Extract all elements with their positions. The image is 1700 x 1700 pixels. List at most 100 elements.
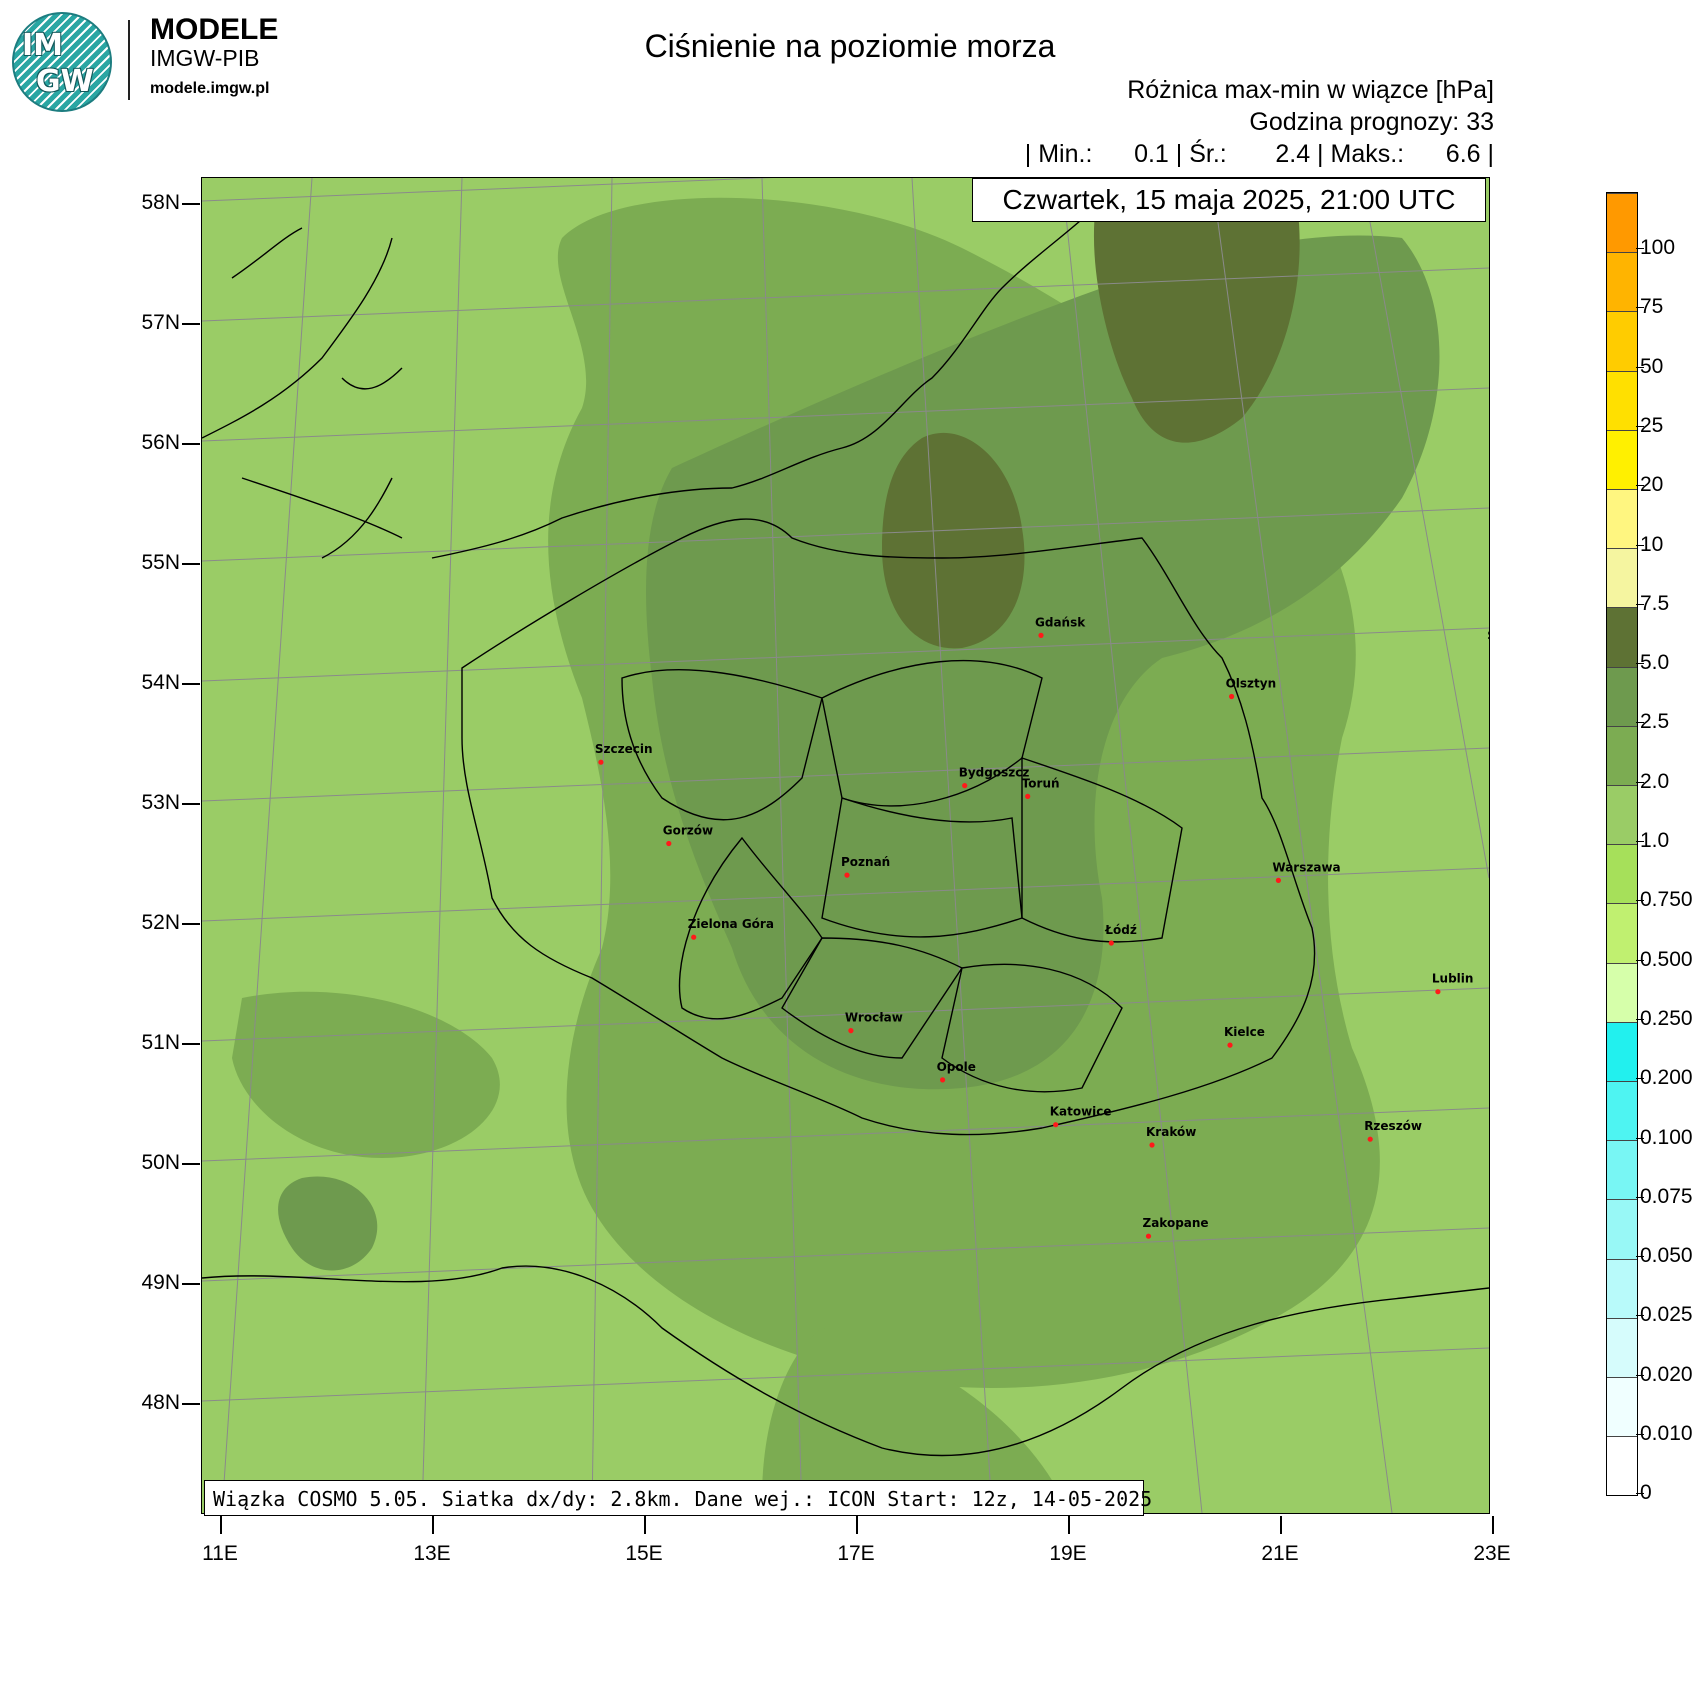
lon-tick <box>644 1516 646 1534</box>
legend-tick <box>1636 1196 1644 1198</box>
lat-tick <box>182 443 200 445</box>
legend-swatch <box>1607 785 1637 845</box>
field-layer-5 <box>882 178 1300 649</box>
logo-divider <box>128 20 130 100</box>
lat-tick <box>182 683 200 685</box>
legend-swatch <box>1607 1140 1637 1200</box>
city-label: Gdańsk <box>1035 615 1086 629</box>
city-label: Warszawa <box>1272 860 1340 874</box>
lon-tick <box>220 1516 222 1534</box>
city-label: Suwałki <box>1487 628 1490 642</box>
legend-label-0.020: 0.020 <box>1640 1362 1693 1386</box>
legend-label-0.025: 0.025 <box>1640 1303 1693 1327</box>
city-label: Opole <box>937 1060 976 1074</box>
legend-swatch <box>1607 844 1637 904</box>
site-link[interactable]: modele.imgw.pl <box>150 80 270 97</box>
logo-text-top: IM <box>22 28 64 63</box>
city-label: Toruń <box>1022 776 1060 790</box>
lon-label-19E: 19E <box>1049 1542 1087 1565</box>
legend-swatch <box>1607 548 1637 608</box>
city-label: Gorzów <box>663 824 713 838</box>
city-marker <box>1435 989 1441 995</box>
lat-label-53N: 53N <box>141 791 180 814</box>
city-label: Poznań <box>841 855 890 869</box>
city-label: Wrocław <box>845 1011 903 1025</box>
legend-label-5.0: 5.0 <box>1640 651 1670 675</box>
legend-tick <box>1636 1137 1644 1139</box>
legend-tick <box>1636 1374 1644 1376</box>
city-label: Lublin <box>1432 972 1474 986</box>
city-marker <box>1145 1233 1152 1239</box>
forecast-hour: Godzina prognozy: 33 <box>1249 108 1494 136</box>
legend-tick <box>1636 1434 1644 1435</box>
legend-label-0: 0 <box>1640 1481 1652 1505</box>
city-marker <box>1038 632 1044 638</box>
lat-label-50N: 50N <box>141 1151 180 1174</box>
lat-tick <box>182 323 200 325</box>
city-marker <box>844 872 850 878</box>
city-markers: GdańskOlsztynSuwałkiBiałystokSzczecinByd… <box>595 615 1490 1239</box>
city-marker <box>1053 1122 1059 1128</box>
brand-name: MODELE <box>150 13 279 46</box>
city-label: Zielona Góra <box>688 917 774 931</box>
legend-tick <box>1636 1256 1644 1258</box>
legend-label-25: 25 <box>1640 413 1664 437</box>
city-marker <box>1227 1042 1233 1048</box>
lat-label-56N: 56N <box>141 431 180 454</box>
city-marker <box>598 759 604 765</box>
legend-tick <box>1636 900 1644 902</box>
legend-swatch <box>1607 903 1637 963</box>
legend-label-0.500: 0.500 <box>1640 947 1693 971</box>
map-title: Ciśnienie na poziomie morza <box>644 28 1056 64</box>
valid-time-box: Czwartek, 15 maja 2025, 21:00 UTC <box>972 178 1486 222</box>
lon-label-23E: 23E <box>1473 1542 1511 1565</box>
legend-swatch <box>1607 607 1637 667</box>
legend-swatch <box>1607 962 1637 1022</box>
legend-swatch <box>1607 1317 1637 1377</box>
lon-tick <box>1068 1516 1070 1534</box>
legend-label-0.075: 0.075 <box>1640 1184 1693 1208</box>
legend-label-50: 50 <box>1640 354 1664 378</box>
legend-label-100: 100 <box>1640 236 1676 259</box>
legend-swatch <box>1607 252 1637 312</box>
lat-tick <box>182 203 200 205</box>
lon-tick <box>856 1516 858 1534</box>
legend-tick <box>1636 603 1644 605</box>
city-label: Zakopane <box>1143 1216 1209 1230</box>
legend-tick <box>1636 307 1644 309</box>
city-label: Szczecin <box>595 742 653 756</box>
legend-tick <box>1636 1078 1644 1080</box>
legend-swatch <box>1607 489 1637 549</box>
lat-tick <box>182 1043 200 1045</box>
lat-label-48N: 48N <box>141 1391 180 1414</box>
lon-label-17E: 17E <box>837 1542 875 1565</box>
city-marker <box>1025 793 1031 800</box>
model-info-box: Wiązka COSMO 5.05. Siatka dx/dy: 2.8km. … <box>204 1480 1152 1516</box>
legend-tick <box>1636 485 1644 487</box>
legend-tick <box>1636 366 1644 368</box>
legend-label-7.5: 7.5 <box>1640 591 1670 615</box>
legend-tick <box>1636 1493 1644 1495</box>
legend-label-75: 75 <box>1640 295 1664 319</box>
legend-swatch <box>1607 1436 1637 1496</box>
lon-tick <box>1492 1516 1494 1534</box>
legend-swatch <box>1607 1021 1637 1081</box>
city-label: Bydgoszcz <box>959 766 1030 780</box>
city-label: Katowice <box>1050 1105 1112 1119</box>
lat-label-52N: 52N <box>141 911 180 934</box>
map-subtitle: Różnica max-min w wiązce [hPa] <box>1127 76 1494 104</box>
legend-label-1.0: 1.0 <box>1640 829 1670 852</box>
legend-swatch <box>1607 1377 1637 1437</box>
lat-label-55N: 55N <box>141 551 180 574</box>
city-marker <box>962 783 968 789</box>
pressure-spread-map: GdańskOlsztynSuwałkiBiałystokSzczecinByd… <box>201 177 1490 1514</box>
legend-tick <box>1636 1315 1644 1317</box>
legend-label-2.0: 2.0 <box>1640 769 1670 793</box>
city-marker <box>1275 877 1281 884</box>
legend-label-20: 20 <box>1640 473 1664 497</box>
logo-text-bottom: GW <box>36 64 94 99</box>
legend-label-2.5: 2.5 <box>1640 710 1670 734</box>
color-legend <box>1606 192 1638 1496</box>
lat-label-54N: 54N <box>141 671 180 694</box>
lat-tick <box>182 563 200 565</box>
